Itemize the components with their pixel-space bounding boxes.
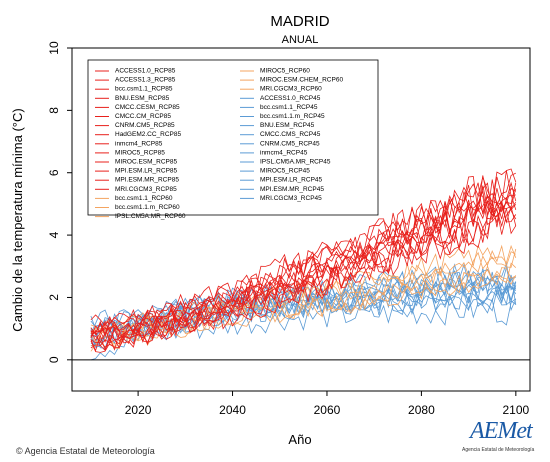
x-tick-label: 2020 (125, 403, 152, 417)
legend-entry: MRI.CGCM3_RCP60 (260, 86, 322, 93)
x-axis: 2020 2040 2060 2080 2100 (125, 391, 530, 417)
legend-entry: inmcm4_RCP45 (260, 149, 308, 156)
x-tick-label: 2080 (408, 403, 435, 417)
series-line-rcp85 (90, 185, 517, 337)
y-axis: 0 2 4 6 8 10 (47, 41, 72, 363)
legend-entry: MPI.ESM.MR_RCP85 (115, 177, 179, 184)
legend-box (87, 59, 379, 216)
legend-entry: bcc.csm1.1.m_RCP45 (260, 113, 325, 120)
y-tick-label: 0 (47, 356, 61, 363)
legend-entry: bcc.csm1.1_RCP60 (115, 195, 173, 202)
legend-entry: CNRM.CM5_RCP85 (115, 122, 175, 129)
legend-entry: bcc.csm1.1_RCP45 (260, 104, 318, 111)
legend: ACCESS1.0_RCP85 ACCESS1.3_RCP85 bcc.csm1.1… (87, 59, 379, 220)
x-tick-label: 2040 (219, 403, 246, 417)
legend-entry: MPI.ESM.MR_RCP45 (260, 186, 324, 193)
series-line-rcp85 (90, 201, 517, 352)
legend-entry: BNU.ESM_RCP45 (260, 122, 315, 129)
legend-entry: CNRM.CM5_RCP45 (260, 140, 320, 147)
x-tick-label: 2100 (502, 403, 529, 417)
y-tick-label: 10 (47, 41, 61, 55)
logo-word: AEMet (470, 418, 533, 444)
series-line-rcp85 (90, 203, 517, 353)
series-line-rcp85 (90, 182, 517, 339)
legend-entry: MIROC5_RCP85 (115, 149, 165, 156)
legend-entry: MPI.ESM.LR_RCP85 (115, 168, 178, 175)
legend-entry: MIROC.ESM.CHEM_RCP60 (260, 77, 343, 84)
logo-subtitle: Agencia Estatal de Meteorología (462, 447, 535, 453)
legend-entry: IPSL.CM5A.MR_RCP45 (260, 159, 331, 166)
legend-entry: HadGEM2.CC_RCP85 (115, 131, 181, 138)
series-line-rcp85 (90, 182, 517, 343)
legend-entry: ACCESS1.0_RCP45 (260, 95, 321, 102)
legend-entry: MIROC5_RCP45 (260, 168, 310, 175)
x-tick-label: 2060 (314, 403, 341, 417)
y-tick-label: 4 (47, 231, 61, 238)
legend-entry: CMCC.CESM_RCP85 (115, 104, 180, 111)
legend-entry: inmcm4_RCP85 (115, 140, 163, 147)
x-axis-label: Año (288, 432, 311, 447)
series-line-rcp45 (90, 279, 517, 347)
legend-entry: BNU.ESM_RCP85 (115, 95, 170, 102)
legend-entry: MRI.CGCM3_RCP45 (260, 195, 322, 202)
y-tick-label: 8 (47, 107, 61, 114)
y-tick-label: 6 (47, 169, 61, 176)
plot-frame (71, 47, 531, 392)
y-tick-label: 2 (47, 294, 61, 301)
series-line-rcp85 (90, 169, 516, 331)
legend-entry: CMCC.CMS_RCP45 (260, 131, 321, 138)
legend-entry: ACCESS1.0_RCP85 (115, 68, 176, 75)
legend-entry: IPSL.CM5A.MR_RCP60 (115, 213, 186, 220)
legend-entry: MIROC5_RCP60 (260, 68, 310, 75)
legend-entry: MIROC.ESM_RCP85 (115, 159, 178, 166)
series-line-rcp85 (90, 176, 517, 338)
legend-entry: MRI.CGCM3_RCP85 (115, 186, 177, 193)
legend-entry: bcc.csm1.1_RCP85 (115, 86, 173, 93)
legend-entry: MPI.ESM.LR_RCP45 (260, 177, 323, 184)
legend-entry: bcc.csm1.1.m_RCP60 (115, 204, 180, 211)
credit-text: © Agencia Estatal de Meteorología (16, 446, 155, 456)
aemet-logo: AEMet Agencia Estatal de Meteorología (462, 418, 548, 458)
y-axis-label: Cambio de la temperatura mínima (°C) (10, 108, 25, 331)
series-layer (90, 168, 517, 361)
legend-entry: CMCC.CM_RCP85 (115, 113, 171, 120)
legend-entry: ACCESS1.3_RCP85 (115, 77, 176, 84)
chart-title: MADRID (270, 13, 329, 30)
chart-subtitle: ANUAL (282, 34, 319, 46)
